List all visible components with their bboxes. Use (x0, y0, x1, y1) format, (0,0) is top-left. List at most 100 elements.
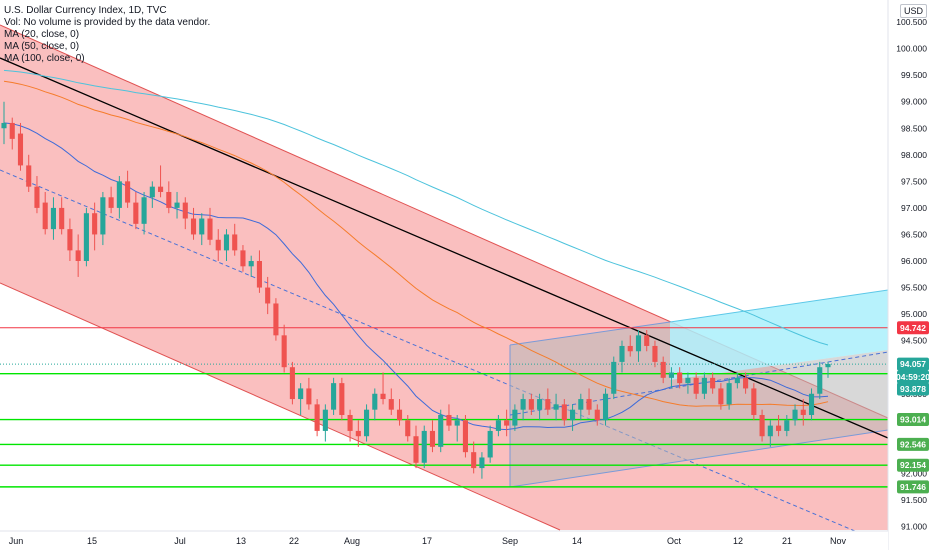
candle-body (421, 430, 427, 463)
candle-body (462, 420, 468, 453)
candle-body (594, 409, 600, 421)
price-badge-label: 91.746 (900, 482, 926, 492)
candle-body (289, 367, 295, 400)
candle-body (42, 202, 48, 230)
ma100-line (3, 69, 829, 346)
trend-line (0, 57, 889, 439)
ma20-line (3, 122, 829, 431)
candle-body (660, 361, 666, 378)
time-tick-label: 14 (572, 536, 582, 546)
price-tick-label: 96.000 (901, 256, 927, 266)
candle-body (108, 197, 114, 208)
candle-body (825, 364, 831, 368)
price-tick-label: 97.500 (901, 176, 927, 186)
legend-ma20: MA (20, close, 0) (4, 29, 80, 40)
time-tick-label: Jun (9, 536, 24, 546)
candle-body (537, 399, 543, 410)
time-tick-label: 17 (422, 536, 432, 546)
candle-body (133, 202, 139, 224)
candle-body (83, 213, 89, 261)
candle-body (726, 383, 732, 405)
price-badge-label: 04:59:20 (896, 372, 930, 382)
candle-body (471, 452, 477, 469)
price-badge-bg (897, 480, 929, 494)
chart-drawings (0, 24, 889, 546)
candle-body (701, 377, 707, 394)
price-badges: 94.742 94.057 04:59:20 93.878 93.014 92.546 92… (896, 321, 930, 494)
price-badge-6: 92.154 (897, 458, 929, 472)
candle-body (570, 409, 576, 421)
candle-body (322, 409, 328, 431)
price-badge-label: 94.742 (900, 323, 926, 333)
candle-body (331, 383, 337, 410)
moving-averages (3, 69, 829, 431)
candle-body (792, 409, 798, 421)
price-badge-5: 92.546 (897, 437, 929, 451)
price-badge-bg (897, 437, 929, 451)
price-tick-label: 91.000 (901, 522, 927, 532)
candle-body (800, 409, 806, 415)
price-tick-label: 95.000 (901, 309, 927, 319)
legend-volume: Vol: No volume is provided by the data v… (4, 17, 211, 28)
candle-body (306, 388, 312, 405)
candle-body (281, 335, 287, 368)
range-box-bottom (509, 429, 889, 488)
price-badge-2: 04:59:20 (896, 370, 930, 384)
price-tick-label: 99.500 (901, 70, 927, 80)
candle-body (1, 122, 7, 129)
candle-body (487, 430, 493, 458)
candle-body (92, 213, 98, 235)
candle-body (174, 202, 180, 208)
candle-body (446, 414, 452, 426)
candle-body (817, 367, 823, 394)
candle-body (190, 218, 197, 235)
candle-body (380, 393, 386, 400)
price-badge-label: 93.878 (900, 384, 926, 394)
candle-body (495, 420, 501, 431)
candle-body (718, 388, 724, 405)
candle-body (396, 409, 403, 421)
range-box-top (509, 321, 671, 346)
candle-body (273, 303, 279, 336)
candle-body (388, 399, 394, 410)
candle-body (743, 377, 749, 389)
candle-body (668, 372, 674, 378)
price-badge-bg (897, 321, 929, 335)
price-tick-label: 95.500 (901, 283, 927, 293)
candle-body (125, 181, 131, 203)
projection-line (669, 289, 889, 323)
candle-body (50, 207, 56, 230)
time-axis[interactable]: Jun 15 Jul 13 22 Aug 17 Sep 14 Oct 12 21 Nov (0, 530, 888, 550)
time-tick-label: 12 (733, 536, 743, 546)
candle-body (619, 345, 625, 362)
candle-body (693, 377, 699, 394)
price-axis-bg (888, 0, 932, 550)
price-tick-label: 94.500 (901, 336, 927, 346)
price-badge-7: 91.746 (897, 480, 929, 494)
candle-body (339, 383, 345, 415)
price-tick-label: 96.500 (901, 229, 927, 239)
price-badge-4: 93.014 (897, 413, 929, 427)
time-tick-label: 21 (782, 536, 792, 546)
candle-body (182, 202, 188, 219)
candle-body (158, 186, 164, 192)
time-tick-label: Aug (344, 536, 360, 546)
candle-body (578, 399, 584, 410)
candle-body (561, 404, 567, 421)
candle-body (232, 234, 238, 251)
candle-body (429, 430, 436, 447)
horizontal-levels (0, 327, 888, 488)
currency-button[interactable]: USD (899, 4, 927, 18)
candle-body (149, 186, 155, 198)
candle-body (611, 361, 617, 394)
range-box-fill (510, 322, 888, 487)
time-tick-label: Nov (830, 536, 847, 546)
candle-body (635, 335, 642, 352)
ma50-line (3, 80, 829, 407)
price-axis[interactable]: 91.00091.50092.00092.50093.00093.50094.0… (887, 0, 932, 550)
price-tick-label: 100.000 (896, 44, 927, 54)
price-badge-0: 94.742 (897, 321, 929, 335)
price-tick-label: 97.000 (901, 203, 927, 213)
candle-body (355, 430, 361, 437)
